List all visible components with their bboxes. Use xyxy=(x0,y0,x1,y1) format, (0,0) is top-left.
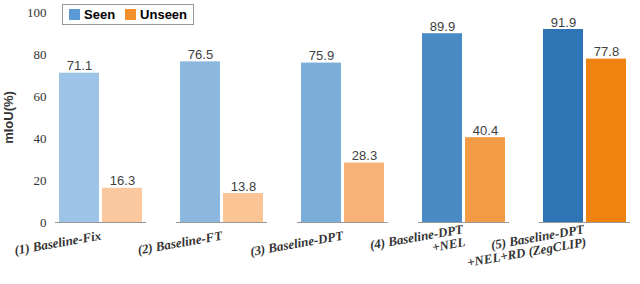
svg-text:76.5: 76.5 xyxy=(188,47,213,62)
svg-text:(2) Baseline-FT: (2) Baseline-FT xyxy=(136,228,224,258)
svg-text:(5) Baseline-DPT+NEL+RD (ZegCL: (5) Baseline-DPT+NEL+RD (ZegCLIP) xyxy=(464,221,589,270)
html-text:Seen: Seen xyxy=(84,7,116,22)
svg-text:28.3: 28.3 xyxy=(352,148,377,163)
svg-text:100: 100 xyxy=(27,5,47,20)
svg-text:75.9: 75.9 xyxy=(309,48,334,63)
svg-text:71.1: 71.1 xyxy=(67,58,92,73)
svg-text:0: 0 xyxy=(40,215,47,230)
svg-text:20: 20 xyxy=(34,173,47,188)
svg-text:(1) Baseline-Fix: (1) Baseline-Fix xyxy=(13,228,103,258)
svg-text:40: 40 xyxy=(34,131,47,146)
svg-text:91.9: 91.9 xyxy=(551,15,576,30)
svg-text:16.3: 16.3 xyxy=(110,173,135,188)
svg-text:77.8: 77.8 xyxy=(594,44,619,59)
svg-text:80: 80 xyxy=(34,47,47,62)
svg-text:mIoU(%): mIoU(%) xyxy=(1,91,16,144)
svg-text:60: 60 xyxy=(34,89,47,104)
svg-text:40.4: 40.4 xyxy=(473,123,498,138)
svg-text:(3) Baseline-DPT: (3) Baseline-DPT xyxy=(249,228,345,259)
svg-text:89.9: 89.9 xyxy=(430,19,455,34)
svg-text:(4) Baseline-DPT+NEL: (4) Baseline-DPT+NEL xyxy=(369,221,468,265)
svg-text:13.8: 13.8 xyxy=(231,179,256,194)
html-text:Unseen: Unseen xyxy=(140,7,187,22)
